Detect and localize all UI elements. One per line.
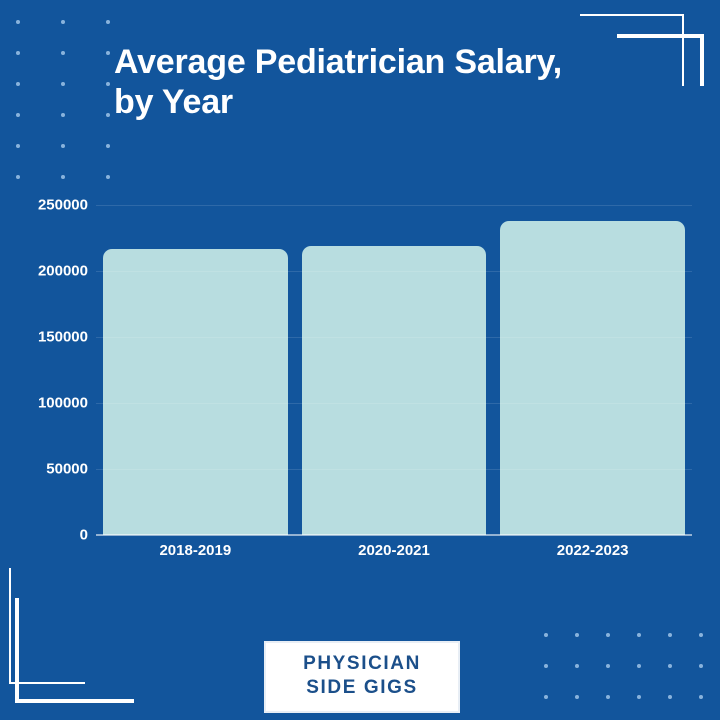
- gridline: [96, 205, 692, 206]
- decorative-dot: [575, 633, 579, 637]
- decorative-dot: [637, 664, 641, 668]
- decorative-dot: [606, 633, 610, 637]
- bar-2020-2021[interactable]: [301, 245, 487, 535]
- logo-line-1: PHYSICIAN: [303, 653, 421, 674]
- decorative-dot: [544, 695, 548, 699]
- y-axis-tick-label: 0: [79, 526, 88, 544]
- bracket-line-horizontal-outer: [9, 682, 85, 684]
- decorative-dot: [668, 695, 672, 699]
- decorative-dot: [668, 633, 672, 637]
- decorative-dot: [606, 664, 610, 668]
- y-axis-tick-label: 150000: [37, 328, 88, 346]
- bar-chart: 0 50000 100000 150000 200000 250000 2018-2019…: [37, 196, 692, 559]
- decorative-dot: [699, 664, 703, 668]
- bar-2018-2019[interactable]: [102, 249, 288, 535]
- bar-slot: [102, 205, 288, 535]
- y-axis-tick-label: 200000: [37, 262, 88, 280]
- decorative-dot: [699, 633, 703, 637]
- decorative-dot: [544, 633, 548, 637]
- y-axis-tick-label: 50000: [46, 460, 88, 478]
- x-axis-tick-label: 2020-2021: [358, 542, 430, 559]
- decorative-dot: [575, 664, 579, 668]
- x-axis-tick-label: 2022-2023: [556, 542, 629, 559]
- dot-grid-decoration-bottom-right: [544, 633, 720, 720]
- y-axis-tick-label: 250000: [37, 196, 88, 214]
- decorative-dot: [606, 695, 610, 699]
- y-axis-tick-label: 100000: [37, 394, 88, 412]
- gridline: [96, 469, 692, 470]
- decorative-dot: [544, 664, 548, 668]
- bar-2022-2023[interactable]: [500, 221, 686, 535]
- decorative-dot: [699, 695, 703, 699]
- bar-slot: [301, 205, 487, 535]
- decorative-dot: [637, 695, 641, 699]
- decorative-dot: [668, 664, 672, 668]
- plot-area: [96, 205, 692, 535]
- gridline: [96, 271, 692, 272]
- x-axis-baseline: [96, 534, 692, 536]
- gridline: [96, 337, 692, 338]
- gridline: [96, 403, 692, 404]
- page-title: Average Pediatrician Salary, by Year: [114, 43, 562, 122]
- bracket-line-horizontal-inner: [15, 699, 134, 703]
- x-axis-tick-label: 2018-2019: [159, 542, 232, 559]
- bar-slot: [500, 205, 686, 535]
- decorative-dot: [575, 695, 579, 699]
- brand-logo-badge: PHYSICIAN SIDE GIGS: [264, 641, 460, 713]
- logo-line-2: SIDE GIGS: [306, 676, 418, 698]
- bracket-line-vertical-inner: [15, 598, 19, 703]
- decorative-dot: [637, 633, 641, 637]
